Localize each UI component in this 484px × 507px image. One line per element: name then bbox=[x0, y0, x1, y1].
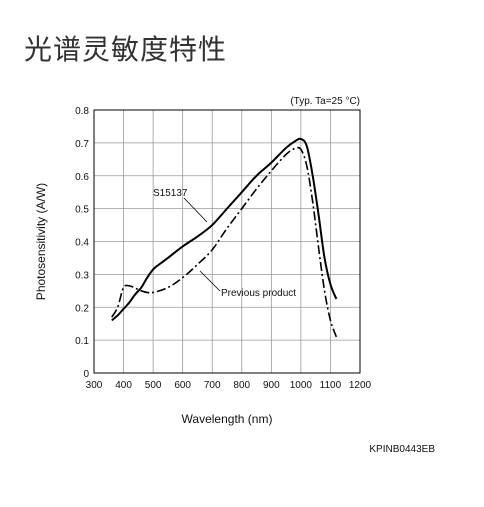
x-tick-label: 500 bbox=[145, 380, 162, 391]
x-tick-label: 600 bbox=[174, 380, 191, 391]
y-tick-label: 0.6 bbox=[75, 172, 89, 183]
y-tick-label: 0.2 bbox=[75, 303, 89, 314]
x-tick-label: 300 bbox=[86, 380, 103, 391]
y-tick-label: 0.4 bbox=[75, 238, 89, 249]
y-tick-labels: 0 0.1 0.2 0.3 0.4 0.5 0.6 0.7 0.8 bbox=[75, 106, 89, 380]
page-title: 光谱灵敏度特性 bbox=[24, 33, 228, 66]
x-tick-label: 400 bbox=[115, 380, 132, 391]
x-tick-label: 700 bbox=[204, 380, 221, 391]
y-tick-label: 0.1 bbox=[75, 336, 89, 347]
annotation-label: Previous product bbox=[221, 288, 296, 299]
x-tick-labels: 300 400 500 600 700 800 900 1000 1100 1200 bbox=[86, 380, 372, 391]
series-line-s15137 bbox=[111, 137, 338, 322]
y-tick-label: 0.8 bbox=[75, 106, 89, 117]
figure-code: KPINB0443EB bbox=[369, 444, 435, 455]
x-tick-label: 800 bbox=[233, 380, 250, 391]
condition-note: (Typ. Ta=25 °C) bbox=[290, 96, 360, 107]
x-axis-label: Wavelength (nm) bbox=[182, 412, 273, 426]
y-tick-label: 0 bbox=[83, 369, 89, 380]
series-annotations: S15137 Previous product bbox=[153, 188, 296, 299]
y-axis-label: Photosensitivity (A/W) bbox=[34, 183, 48, 300]
annotation-leader bbox=[183, 197, 208, 223]
x-tick-label: 1200 bbox=[349, 380, 372, 391]
chart-grid bbox=[93, 109, 361, 374]
x-tick-label: 1000 bbox=[290, 380, 313, 391]
y-tick-label: 0.7 bbox=[75, 139, 89, 150]
x-tick-label: 1100 bbox=[320, 380, 342, 391]
x-tick-label: 900 bbox=[263, 380, 280, 391]
series-line-previous-product bbox=[111, 146, 338, 338]
annotation-label: S15137 bbox=[153, 188, 188, 199]
y-tick-label: 0.3 bbox=[75, 270, 89, 281]
y-tick-label: 0.5 bbox=[75, 205, 89, 216]
annotation-leader bbox=[199, 270, 221, 292]
plot-frame bbox=[93, 109, 361, 374]
series-lines bbox=[111, 137, 338, 338]
